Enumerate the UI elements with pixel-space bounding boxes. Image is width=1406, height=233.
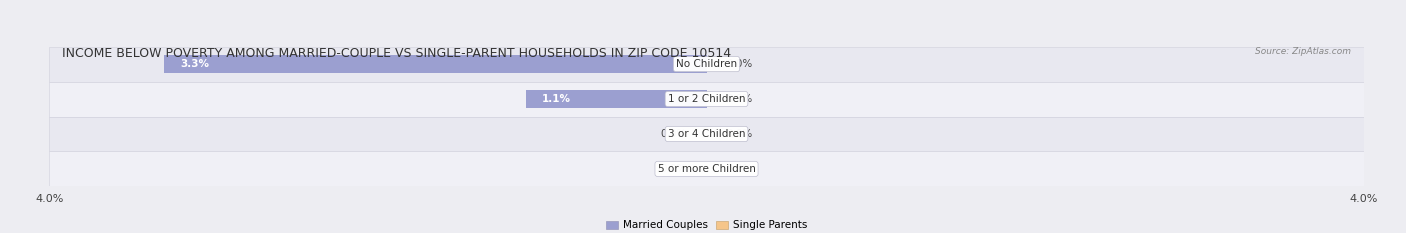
Text: No Children: No Children [676,59,737,69]
Text: 0.0%: 0.0% [661,164,686,174]
Text: 0.0%: 0.0% [727,129,752,139]
Bar [526,90,707,108]
Bar [49,116,1364,151]
Bar [49,151,1364,186]
Text: 0.0%: 0.0% [661,129,686,139]
Legend: Married Couples, Single Parents: Married Couples, Single Parents [602,216,811,233]
Text: INCOME BELOW POVERTY AMONG MARRIED-COUPLE VS SINGLE-PARENT HOUSEHOLDS IN ZIP COD: INCOME BELOW POVERTY AMONG MARRIED-COUPL… [62,47,731,60]
Bar [49,82,1364,116]
Text: 0.0%: 0.0% [727,59,752,69]
Bar [49,47,1364,82]
Text: 3 or 4 Children: 3 or 4 Children [668,129,745,139]
Bar [165,55,707,73]
Text: 0.0%: 0.0% [727,94,752,104]
Text: 0.0%: 0.0% [727,164,752,174]
Text: 3.3%: 3.3% [181,59,209,69]
Text: 1 or 2 Children: 1 or 2 Children [668,94,745,104]
Text: 5 or more Children: 5 or more Children [658,164,755,174]
Text: 1.1%: 1.1% [543,94,571,104]
Text: Source: ZipAtlas.com: Source: ZipAtlas.com [1254,47,1351,56]
